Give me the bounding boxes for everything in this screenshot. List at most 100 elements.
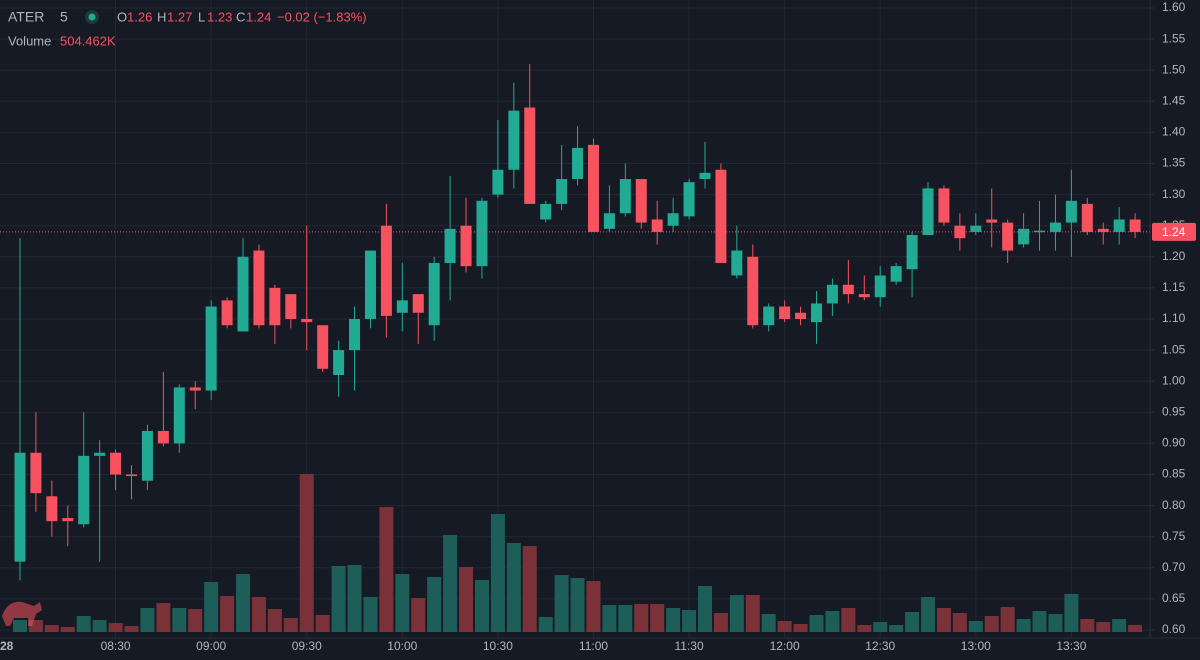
candle-body [141, 430, 153, 481]
volume-bar [825, 611, 840, 632]
candle-body [412, 294, 424, 313]
volume-bar [379, 507, 394, 632]
volume-bar [761, 613, 776, 632]
candle-body [189, 387, 201, 391]
candle-body [1002, 222, 1014, 251]
candle-body [986, 219, 998, 223]
volume-bar [1080, 618, 1095, 632]
interval: 5 [60, 9, 68, 25]
candle-body [221, 300, 233, 326]
candle-body [556, 179, 568, 204]
y-tick-label: 0.60 [1162, 622, 1186, 636]
volume-bar [1000, 607, 1015, 632]
ohlc-value: 1.23 [207, 9, 232, 24]
candle-body [285, 294, 297, 319]
candle-body [524, 107, 536, 204]
logo-shape [2, 601, 42, 626]
y-tick-label: 0.95 [1162, 404, 1186, 418]
y-tick-label: 0.70 [1162, 560, 1186, 574]
candle-body [157, 430, 169, 444]
last-price-label: 1.24 [1162, 225, 1186, 239]
volume-bar [331, 566, 346, 632]
candle-body [492, 169, 504, 195]
volume-bar [968, 621, 983, 632]
volume-bar [793, 623, 808, 632]
volume-bar [28, 620, 43, 632]
volume-bar [809, 615, 824, 632]
candle-body [301, 319, 313, 323]
candle-body [747, 256, 759, 326]
volume-bar [570, 577, 585, 632]
volume-bar [220, 596, 235, 632]
candle-body [651, 219, 663, 232]
volume-bar [411, 597, 426, 632]
candle-body [699, 172, 711, 180]
candle-body [858, 294, 870, 298]
candle-body [587, 144, 599, 232]
x-tick-label: 13:30 [1056, 639, 1086, 653]
volume-bar [522, 546, 537, 632]
axes: 0.60 0.65 0.70 0.75 0.80 0.85 0.90 0.95 1.00 1.05… [101, 0, 1196, 653]
volume-pane [13, 474, 1143, 632]
volume-bar [697, 586, 712, 632]
volume-bar [474, 580, 489, 632]
x-tick-label: 12:00 [770, 639, 800, 653]
volume-title: Volume [8, 33, 51, 48]
volume-bar [490, 513, 505, 632]
candle-body [1034, 230, 1046, 233]
candle-body [811, 303, 822, 323]
volume-bar [443, 535, 458, 632]
candle-body [237, 256, 249, 332]
date-label: 28 [0, 639, 14, 653]
y-tick-label: 1.55 [1162, 31, 1186, 45]
volume-bar [315, 615, 330, 632]
volume-bar [650, 603, 665, 632]
y-tick-label: 0.65 [1162, 591, 1186, 605]
x-tick-label: 10:30 [483, 639, 513, 653]
y-tick-label: 1.05 [1162, 342, 1186, 356]
candle-body [874, 275, 886, 298]
volume-bar [299, 474, 314, 632]
candle-body [906, 235, 918, 270]
candle-body [779, 306, 791, 319]
x-tick-label: 11:00 [579, 639, 608, 653]
y-tick-label: 1.35 [1162, 156, 1186, 170]
candle-body [1097, 228, 1109, 232]
candle-body [78, 455, 90, 525]
volume-bar [936, 607, 951, 632]
volume-bar [156, 602, 171, 632]
volume-bar [984, 616, 999, 632]
candle-body [715, 169, 727, 264]
y-tick-label: 0.90 [1162, 436, 1186, 450]
candle-body [954, 225, 966, 239]
candle-body [572, 147, 584, 180]
volume-bar [506, 543, 521, 632]
x-tick-label: 11:30 [674, 639, 703, 653]
volume-bar [124, 626, 139, 632]
logo[interactable] [2, 601, 42, 626]
ohlc-value: 1.24 [246, 9, 271, 24]
y-tick-label: 0.75 [1162, 529, 1186, 543]
y-tick-label: 0.85 [1162, 467, 1186, 481]
y-tick-label: 1.20 [1162, 249, 1186, 263]
volume-bar [267, 608, 282, 632]
volume-bar [1032, 611, 1047, 632]
volume-bar [538, 617, 553, 632]
candle-body [1081, 203, 1093, 232]
candle-body [173, 387, 185, 444]
change: −0.02 (−1.83%) [277, 9, 367, 24]
volume-bar [889, 625, 904, 632]
symbol: ATER [8, 9, 44, 25]
x-tick-label: 09:30 [292, 639, 322, 653]
x-tick-label: 09:00 [196, 639, 226, 653]
volume-bar [729, 595, 744, 632]
legend-header: ATER 5 O 1.26 H 1.27 L 1.23 C 1.24 −0.02… [8, 9, 367, 49]
candle-body [349, 319, 361, 351]
candle-body [795, 312, 807, 319]
candle-body [1129, 219, 1141, 232]
volume-bar [347, 565, 362, 632]
ohlc-label: H [157, 9, 166, 24]
volume-bar [873, 622, 888, 632]
y-tick-label: 0.80 [1162, 498, 1186, 512]
candle-body [635, 179, 647, 223]
